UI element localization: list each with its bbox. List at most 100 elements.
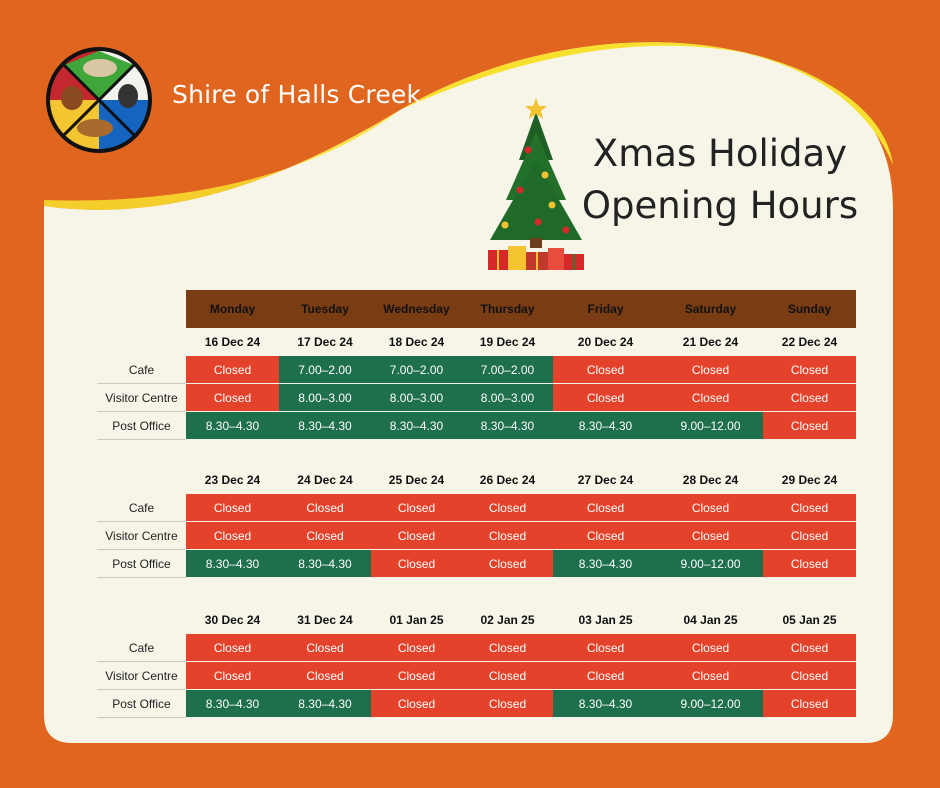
date-cell: 01 Jan 25 bbox=[389, 613, 444, 627]
hours-cell: Closed bbox=[371, 634, 462, 662]
hours-cell: Closed bbox=[186, 521, 279, 550]
row-label: Visitor Centre bbox=[97, 521, 186, 550]
date-blank bbox=[97, 606, 186, 634]
day-header: Monday bbox=[186, 290, 279, 328]
table-row: Visitor Centre Closed Closed Closed Clos… bbox=[97, 521, 856, 550]
day-header: Friday bbox=[553, 290, 658, 328]
hours-cell: Closed bbox=[553, 661, 658, 690]
page-title: Xmas Holiday Opening Hours bbox=[560, 128, 880, 232]
hours-cell: Closed bbox=[371, 494, 462, 522]
hours-cell: Closed bbox=[553, 521, 658, 550]
hours-cell: 8.00–3.00 bbox=[462, 383, 553, 412]
hours-cell: Closed bbox=[658, 356, 763, 384]
hours-cell: Closed bbox=[462, 549, 553, 578]
hours-cell: Closed bbox=[658, 521, 763, 550]
date-cell: 17 Dec 24 bbox=[297, 335, 353, 349]
shire-logo-icon bbox=[46, 47, 152, 153]
row-label: Cafe bbox=[97, 634, 186, 662]
table-row: Post Office 8.30–4.30 8.30–4.30 Closed C… bbox=[97, 549, 856, 578]
hours-cell: Closed bbox=[763, 634, 856, 662]
hours-cell: Closed bbox=[462, 634, 553, 662]
date-cell: 18 Dec 24 bbox=[388, 335, 445, 349]
hours-cell: Closed bbox=[371, 661, 462, 690]
row-label: Post Office bbox=[97, 689, 186, 718]
hours-cell: 8.30–4.30 bbox=[462, 411, 553, 440]
row-label: Post Office bbox=[97, 549, 186, 578]
row-label: Cafe bbox=[97, 356, 186, 384]
hours-cell: Closed bbox=[763, 356, 856, 384]
date-cell: 30 Dec 24 bbox=[204, 613, 261, 627]
hours-cell: 8.30–4.30 bbox=[553, 689, 658, 718]
hours-cell: 8.30–4.30 bbox=[279, 411, 371, 440]
date-blank bbox=[97, 466, 186, 494]
hours-cell: 8.30–4.30 bbox=[186, 411, 279, 440]
table-row: Post Office 8.30–4.30 8.30–4.30 Closed C… bbox=[97, 689, 856, 718]
day-header: Thursday bbox=[462, 290, 553, 328]
hours-cell: Closed bbox=[186, 356, 279, 384]
org-name: Shire of Halls Creek bbox=[172, 80, 422, 109]
hours-cell: Closed bbox=[186, 383, 279, 412]
hours-cell: Closed bbox=[553, 383, 658, 412]
hours-cell: Closed bbox=[763, 521, 856, 550]
hours-cell: Closed bbox=[279, 521, 371, 550]
hours-cell: Closed bbox=[658, 634, 763, 662]
table-row: Visitor Centre Closed 8.00–3.00 8.00–3.0… bbox=[97, 383, 856, 412]
hours-cell: Closed bbox=[658, 661, 763, 690]
hours-cell: Closed bbox=[279, 494, 371, 522]
day-header: Saturday bbox=[658, 290, 763, 328]
hours-cell: 8.30–4.30 bbox=[186, 549, 279, 578]
hours-cell: 7.00–2.00 bbox=[462, 356, 553, 384]
hours-cell: 8.30–4.30 bbox=[371, 411, 462, 440]
hours-cell: Closed bbox=[371, 549, 462, 578]
hours-cell: 8.30–4.30 bbox=[553, 411, 658, 440]
table-row: Cafe Closed Closed Closed Closed Closed … bbox=[97, 494, 856, 522]
table-row: Cafe Closed Closed Closed Closed Closed … bbox=[97, 634, 856, 662]
hours-cell: 9.00–12.00 bbox=[658, 549, 763, 578]
hours-cell: 9.00–12.00 bbox=[658, 689, 763, 718]
date-cell: 20 Dec 24 bbox=[577, 335, 634, 349]
hours-cell: Closed bbox=[279, 634, 371, 662]
hours-cell: Closed bbox=[462, 661, 553, 690]
hours-cell: 8.30–4.30 bbox=[553, 549, 658, 578]
title-line-2: Opening Hours bbox=[581, 184, 859, 227]
table-row: Cafe Closed 7.00–2.00 7.00–2.00 7.00–2.0… bbox=[97, 356, 856, 384]
date-cell: 24 Dec 24 bbox=[297, 473, 353, 487]
hours-cell: 8.30–4.30 bbox=[186, 689, 279, 718]
date-cell: 16 Dec 24 bbox=[204, 335, 261, 349]
row-label: Cafe bbox=[97, 494, 186, 522]
hours-cell: 8.00–3.00 bbox=[279, 383, 371, 412]
hours-cell: Closed bbox=[763, 689, 856, 718]
date-blank bbox=[97, 328, 186, 356]
hours-cell: Closed bbox=[186, 494, 279, 522]
row-label: Post Office bbox=[97, 411, 186, 440]
date-cell: 03 Jan 25 bbox=[578, 613, 633, 627]
day-header: Sunday bbox=[763, 290, 856, 328]
week-3-table: 30 Dec 24 31 Dec 24 01 Jan 25 02 Jan 25 … bbox=[97, 606, 856, 718]
hours-cell: Closed bbox=[553, 356, 658, 384]
date-cell: 31 Dec 24 bbox=[297, 613, 353, 627]
hours-cell: Closed bbox=[186, 661, 279, 690]
hours-cell: Closed bbox=[658, 494, 763, 522]
day-header: Wednesday bbox=[371, 290, 462, 328]
hours-cell: 7.00–2.00 bbox=[371, 356, 462, 384]
header-blank bbox=[97, 290, 186, 328]
hours-cell: Closed bbox=[763, 549, 856, 578]
hours-cell: Closed bbox=[462, 521, 553, 550]
date-cell: 25 Dec 24 bbox=[388, 473, 445, 487]
hours-cell: Closed bbox=[462, 494, 553, 522]
hours-cell: Closed bbox=[186, 634, 279, 662]
christmas-tree-icon bbox=[488, 98, 584, 270]
row-label: Visitor Centre bbox=[97, 383, 186, 412]
hours-cell: Closed bbox=[763, 494, 856, 522]
hours-cell: Closed bbox=[279, 661, 371, 690]
date-cell: 02 Jan 25 bbox=[480, 613, 535, 627]
hours-cell: Closed bbox=[763, 411, 856, 440]
date-cell: 26 Dec 24 bbox=[479, 473, 536, 487]
date-cell: 04 Jan 25 bbox=[683, 613, 738, 627]
hours-cell: Closed bbox=[553, 494, 658, 522]
hours-cell: 7.00–2.00 bbox=[279, 356, 371, 384]
hours-cell: 8.00–3.00 bbox=[371, 383, 462, 412]
date-cell: 19 Dec 24 bbox=[479, 335, 536, 349]
hours-cell: Closed bbox=[371, 521, 462, 550]
day-header: Tuesday bbox=[279, 290, 371, 328]
